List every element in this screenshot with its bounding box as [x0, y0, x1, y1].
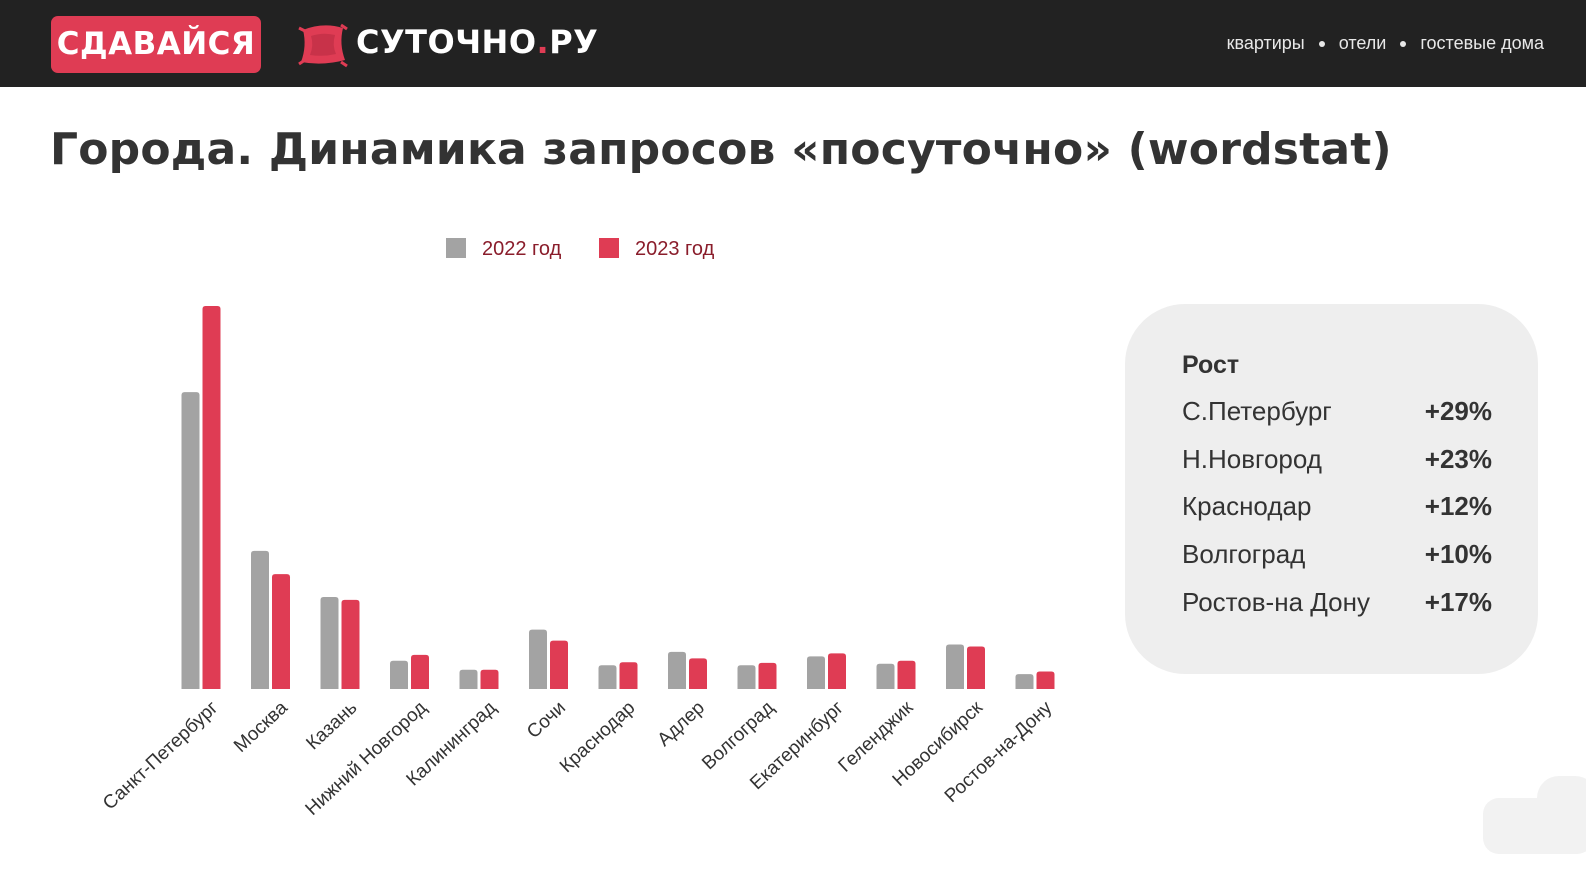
bar-2023 — [550, 640, 568, 689]
x-tick-label: Краснодар — [556, 697, 639, 777]
bar-2023 — [758, 662, 777, 689]
growth-percent: +23% — [1424, 444, 1492, 474]
bar-2022 — [876, 663, 895, 689]
nav-guest-houses[interactable]: гостевые дома — [1420, 33, 1544, 53]
growth-row: Волгоград +10% — [1182, 539, 1492, 579]
growth-card: Рост С.Петербург +29% Н.Новгород +23% Кр… — [1125, 304, 1538, 674]
x-tick-label: Москва — [230, 697, 292, 757]
legend-label: 2022 год — [482, 238, 562, 260]
bar-2023 — [897, 660, 916, 689]
bar-2023 — [689, 658, 707, 689]
legend-label: 2023 год — [635, 238, 715, 260]
nav-separator-dot — [1400, 40, 1407, 47]
bar-2022 — [807, 656, 825, 689]
growth-city: Н.Новгород — [1182, 444, 1322, 474]
nav-hotels[interactable]: отели — [1338, 33, 1387, 53]
growth-city: С.Петербург — [1182, 396, 1332, 426]
bar-2022 — [390, 660, 408, 689]
x-tick-label: Санкт-Петербург — [99, 697, 222, 814]
growth-city: Ростов-на Дону — [1182, 587, 1370, 617]
bar-chart: 2022 год 2023 год Санкт-Петербург Москва Каз… — [99, 238, 1057, 820]
growth-percent: +12% — [1424, 491, 1492, 521]
growth-percent: +10% — [1424, 539, 1492, 569]
growth-card-title: Рост — [1182, 351, 1240, 379]
top-bar: СДАВАЙСЯ СУТОЧНО.РУ квартиры отели госте… — [0, 0, 1586, 87]
bar-2023 — [828, 653, 846, 689]
logo-text[interactable]: СУТОЧНО.РУ — [356, 23, 599, 61]
bar-2022 — [320, 596, 339, 689]
growth-city: Краснодар — [1182, 491, 1312, 521]
bar-2022 — [181, 392, 200, 689]
bar-2022 — [459, 669, 478, 689]
bar-2023 — [967, 646, 985, 689]
bar-2023 — [202, 305, 221, 689]
nav-separator-dot — [1318, 40, 1325, 47]
bar-2022 — [251, 550, 269, 689]
growth-percent: +17% — [1424, 587, 1492, 617]
bar-2023 — [272, 574, 290, 689]
bar-2022 — [1015, 674, 1034, 689]
page-title: Города. Динамика запросов «посуточно» (w… — [50, 124, 1392, 175]
nav-apartments[interactable]: квартиры — [1226, 33, 1305, 53]
bar-2022 — [529, 629, 547, 689]
growth-city: Волгоград — [1182, 539, 1306, 569]
decorative-corner-shape — [1483, 798, 1586, 854]
bar-2023 — [411, 654, 429, 689]
x-tick-label: Казань — [302, 697, 361, 754]
brand-badge[interactable]: СДАВАЙСЯ — [51, 16, 261, 73]
growth-row: Краснодар +12% — [1182, 491, 1492, 531]
x-tick-label: Адлер — [654, 697, 709, 751]
x-tick-label: Сочи — [523, 697, 570, 743]
pillow-logo-icon — [298, 23, 348, 68]
legend-swatch — [599, 238, 619, 258]
bar-2022 — [737, 665, 756, 689]
bar-2022 — [668, 651, 686, 689]
bar-2023 — [480, 669, 499, 689]
bar-2023 — [341, 599, 360, 689]
top-nav: квартиры отели гостевые дома — [1227, 33, 1544, 54]
growth-row: С.Петербург +29% — [1182, 396, 1492, 436]
bar-2023 — [1036, 671, 1055, 689]
growth-row: Ростов-на Дону +17% — [1182, 587, 1492, 627]
growth-percent: +29% — [1424, 396, 1492, 426]
growth-row: Н.Новгород +23% — [1182, 444, 1492, 484]
x-tick-label: Нижний Новгород — [302, 697, 431, 820]
legend-swatch — [446, 238, 466, 258]
bar-2023 — [619, 662, 638, 689]
bar-2022 — [598, 665, 617, 689]
bar-2022 — [946, 644, 964, 689]
